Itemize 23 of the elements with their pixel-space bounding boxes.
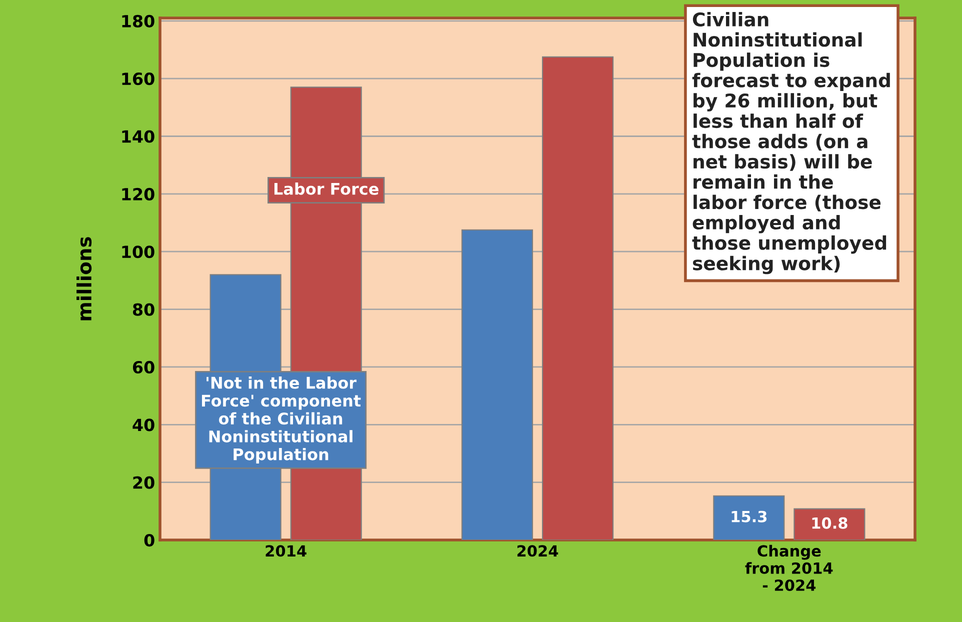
y-axis-title: millions: [76, 237, 92, 320]
bar: [713, 495, 785, 540]
data-label: 15.3: [732, 510, 767, 522]
x-tick-label: 2014: [266, 545, 306, 557]
y-tick-label: 180: [122, 14, 154, 28]
y-tick-label: 40: [132, 418, 154, 432]
data-label: 10.8: [812, 517, 848, 529]
y-tick-label: 80: [132, 303, 154, 316]
x-tick-label: Change from 2014 - 2024: [745, 544, 833, 592]
y-tick-label: 140: [122, 130, 154, 143]
y-tick-label: 20: [133, 476, 154, 489]
y-tick-label: 0: [144, 534, 154, 547]
bar: [794, 508, 866, 540]
y-tick-label: 60: [132, 360, 154, 374]
bar: [461, 229, 534, 540]
y-tick-label: 160: [122, 72, 154, 86]
y-tick-label: 100: [122, 246, 154, 258]
series-label: 'Not in the Labor Force' component of the Civilian Noninstitutional Population: [202, 376, 361, 464]
x-tick-label: 2024: [517, 545, 558, 557]
bar: [542, 56, 614, 540]
series-label: Labor Force: [274, 182, 378, 195]
text: Civilian Noninstitutional Population is forecast to expand by 26 million, but less than half of those adds (on a net basis) will be remain in the labor force (those employed and those unemployed seeking work): [692, 12, 890, 274]
y-tick-label: 120: [122, 188, 154, 200]
